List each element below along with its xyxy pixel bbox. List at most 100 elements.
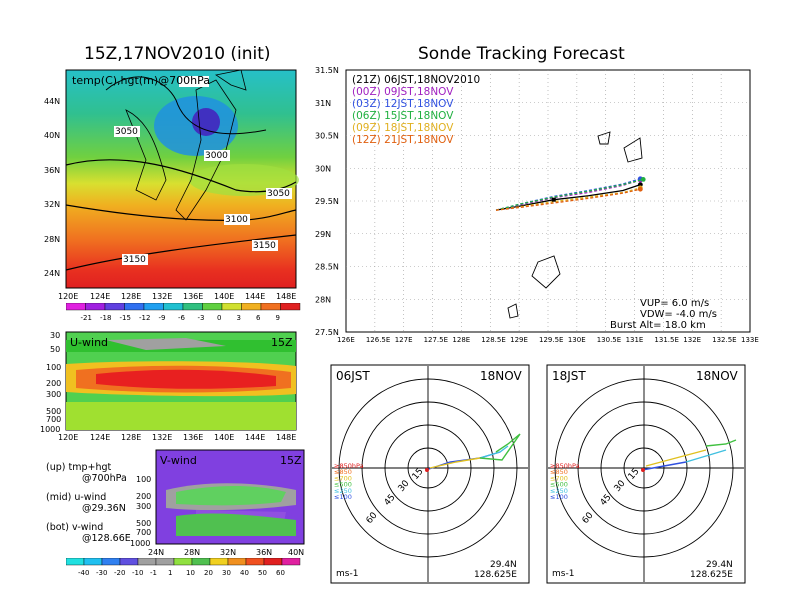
hodograph-trace <box>429 457 481 469</box>
colorbar-swatch <box>182 303 203 311</box>
svg-text:40N: 40N <box>44 131 60 140</box>
track-title: Sonde Tracking Forecast <box>418 44 625 64</box>
svg-text:1000: 1000 <box>40 425 60 434</box>
temp-height-map: 3050 3000 3050 3100 3150 3150 temp(C),hg… <box>44 69 299 301</box>
svg-text:128E: 128E <box>121 433 141 442</box>
colorbar-tick: -12 <box>139 314 150 322</box>
svg-text:28N: 28N <box>184 548 200 557</box>
hodograph-trace <box>641 461 687 471</box>
vwind-colorbar: -40 -30 -20 -10 -1 1 10 20 30 40 50 60 <box>66 558 301 577</box>
svg-text:50: 50 <box>50 345 60 354</box>
svg-text:144E: 144E <box>245 292 265 301</box>
island-outline <box>507 303 519 319</box>
landing-point <box>640 176 646 182</box>
level-legend: ≤500 <box>550 481 568 489</box>
legend-entry: (06Z) 15JST,18NOV <box>352 110 454 122</box>
legend-entry: (12Z) 21JST,18NOV <box>352 134 454 146</box>
burst-marker <box>551 197 556 202</box>
polar-frame <box>546 364 746 584</box>
polar-lat: 29.4N <box>490 560 517 570</box>
track-series <box>495 178 644 211</box>
level-legend: ≥850hPa <box>334 462 364 470</box>
polar-date: 18NOV <box>480 369 522 383</box>
note-mid-lat: @29.36N <box>82 503 126 514</box>
level-legend: ≤850 <box>550 468 568 476</box>
colorbar-swatch <box>221 303 242 311</box>
colorbar-swatch <box>101 558 121 566</box>
colorbar-tick: 50 <box>258 569 267 577</box>
island-outline <box>531 255 561 289</box>
uwind-y-ticks: 30 50 100 200 300 500 700 1000 <box>40 331 61 434</box>
svg-text:1000: 1000 <box>130 539 150 548</box>
svg-text:28N: 28N <box>44 235 60 244</box>
island-outline <box>597 131 611 145</box>
svg-text:144E: 144E <box>245 433 265 442</box>
colorbar-swatch <box>191 558 211 566</box>
svg-text:148E: 148E <box>276 292 296 301</box>
svg-text:700: 700 <box>136 528 151 537</box>
colorbar-swatch <box>104 303 125 311</box>
note-mid: (mid) u-wind <box>46 492 107 503</box>
notes-block: (up) tmp+hgt @700hPa (mid) u-wind @29.36… <box>46 462 131 544</box>
colorbar-swatch <box>137 558 157 566</box>
legend-entry: (09Z) 18JST,18NOV <box>352 122 454 134</box>
colorbar-tick: -21 <box>81 314 92 322</box>
y-tick-label: 31.5N <box>315 66 339 75</box>
colorbar-swatch <box>155 558 175 566</box>
colorbar-tick: 3 <box>237 314 241 322</box>
x-tick-label: 132.5E <box>712 336 736 344</box>
burst-text: Burst Alt= 18.0 km <box>610 320 706 331</box>
colorbar-swatch <box>163 303 184 311</box>
x-tick-label: 127.5E <box>424 336 448 344</box>
hodograph-trace <box>479 445 509 459</box>
colorbar-swatch <box>209 558 229 566</box>
hodograph-trace <box>645 449 707 467</box>
legend-entry: (21Z) 06JST,18NOV2010 <box>352 74 480 86</box>
colorbar-tick: 9 <box>276 314 280 322</box>
uwind-time: 15Z <box>271 336 293 349</box>
x-tick-label: 129.5E <box>539 336 563 344</box>
svg-text:300: 300 <box>46 390 61 399</box>
svg-text:36N: 36N <box>44 166 60 175</box>
svg-text:100: 100 <box>136 475 151 484</box>
svg-text:100: 100 <box>46 363 61 372</box>
map-y-ticks: 44N 40N 36N 32N 28N 24N <box>44 97 60 278</box>
note-up-level: @700hPa <box>82 473 127 484</box>
svg-text:148E: 148E <box>276 433 296 442</box>
legend-entry: (00Z) 09JST,18NOV <box>352 86 454 98</box>
level-legend: ≤100 <box>334 493 352 501</box>
colorbar-swatch <box>119 558 139 566</box>
x-tick-label: 128E <box>452 336 470 344</box>
svg-text:700: 700 <box>46 415 61 424</box>
colorbar-swatch <box>263 558 283 566</box>
x-tick-label: 130.5E <box>597 336 621 344</box>
svg-text:136E: 136E <box>183 433 203 442</box>
landing-point <box>637 186 643 192</box>
colorbar-swatch <box>202 303 223 311</box>
colorbar-tick: -6 <box>178 314 186 322</box>
colorbar-swatch <box>227 558 247 566</box>
x-tick-label: 130E <box>568 336 586 344</box>
polar-date: 18NOV <box>696 369 738 383</box>
colorbar-swatch <box>66 558 85 566</box>
colorbar-tick: 10 <box>186 569 195 577</box>
colorbar-swatch <box>83 558 103 566</box>
map-title: 15Z,17NOV2010 (init) <box>84 44 271 64</box>
level-legend: ≤250 <box>334 487 352 495</box>
svg-text:32N: 32N <box>220 548 236 557</box>
x-tick-label: 128.5E <box>481 336 505 344</box>
colorbar-tick: 60 <box>276 569 285 577</box>
contour-label: 3150 <box>123 255 146 265</box>
vdw-text: VDW= -4.0 m/s <box>640 309 717 320</box>
polar-unit: ms-1 <box>552 569 574 579</box>
svg-text:120E: 120E <box>58 433 78 442</box>
track-chart: 126E 126.5E 127E 127.5E 128E 128.5E 129E 129.5E… <box>315 66 759 344</box>
polar-time: 18JST <box>552 369 586 383</box>
colorbar-tick: 40 <box>240 569 249 577</box>
svg-text:24N: 24N <box>44 269 60 278</box>
origin-point <box>641 468 645 472</box>
svg-text:40N: 40N <box>288 548 304 557</box>
polar-lat: 29.4N <box>706 560 733 570</box>
svg-text:132E: 132E <box>152 292 172 301</box>
